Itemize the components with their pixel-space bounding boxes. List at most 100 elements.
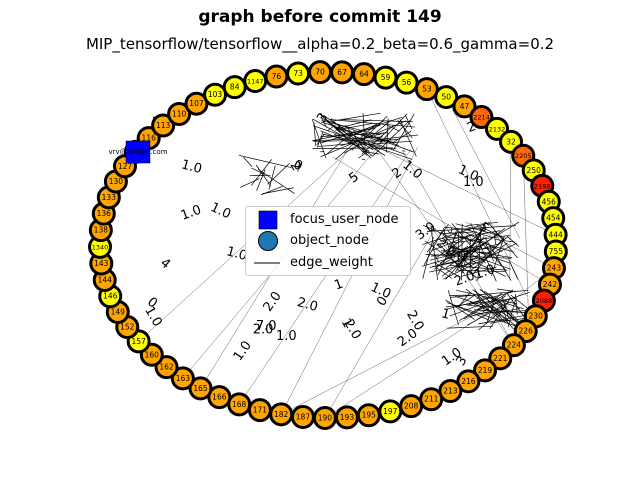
object-node-label: 47 xyxy=(460,102,470,111)
object-node: 73 xyxy=(286,61,311,86)
object-node: 171 xyxy=(247,398,272,423)
object-node: 84 xyxy=(222,75,247,100)
edge xyxy=(356,140,413,146)
edge xyxy=(456,289,518,305)
object-node: 168 xyxy=(227,392,252,417)
object-node-label: 2132 xyxy=(489,125,506,133)
edge xyxy=(441,250,490,253)
edge xyxy=(442,228,453,259)
edge xyxy=(344,141,365,154)
object-node-label: 162 xyxy=(159,363,174,372)
edge xyxy=(464,253,480,268)
object-node-circle xyxy=(488,346,513,371)
edge-weight-label: 1.0 xyxy=(180,157,204,177)
edge xyxy=(449,301,489,317)
object-node: 64 xyxy=(351,62,376,87)
edge xyxy=(440,230,501,242)
edge xyxy=(243,157,253,167)
edge xyxy=(240,178,260,188)
edge xyxy=(320,120,407,158)
chart-subtitle: MIP_tensorflow/tensorflow__alpha=0.2_bet… xyxy=(85,35,555,53)
edge xyxy=(430,227,439,281)
legend-item-focus-user-node: focus_user_node xyxy=(252,210,408,230)
object-node-circle xyxy=(434,85,459,110)
object-node: 103 xyxy=(203,82,228,107)
object-node-label: 242 xyxy=(543,280,558,289)
edge-weight-label: 1.0 xyxy=(141,304,164,329)
edge xyxy=(374,131,387,143)
edge xyxy=(485,237,512,281)
edge xyxy=(297,161,300,172)
object-node-label: 70 xyxy=(315,68,325,77)
edge xyxy=(469,236,485,258)
edge xyxy=(484,290,507,308)
edge xyxy=(437,230,458,275)
object-node-label: 152 xyxy=(120,323,135,332)
blue-square-icon xyxy=(258,210,278,230)
object-node-label: 76 xyxy=(272,72,282,81)
object-node-label: 250 xyxy=(527,166,542,175)
object-node-label: 136 xyxy=(97,209,112,218)
edge xyxy=(325,130,356,156)
object-node-label: 143 xyxy=(94,259,109,268)
object-node: 1147 xyxy=(243,69,268,94)
object-node: 182 xyxy=(269,402,294,427)
legend-item-object-node: object_node xyxy=(252,231,408,251)
object-node-label: 230 xyxy=(529,312,544,321)
object-node-label: 190 xyxy=(318,413,333,422)
edge xyxy=(336,119,372,130)
object-node-label: 221 xyxy=(493,354,508,363)
edge xyxy=(523,155,530,330)
edge xyxy=(433,262,460,278)
object-node-label: 193 xyxy=(340,413,355,422)
edge xyxy=(399,119,417,157)
edge xyxy=(433,253,440,263)
edge xyxy=(476,291,530,311)
edge-weight-label: 1.0 xyxy=(473,262,498,283)
edge xyxy=(267,162,290,185)
object-node-label: 130 xyxy=(109,177,124,186)
legend-label: focus_user_node xyxy=(290,212,399,227)
object-node: 195 xyxy=(356,403,381,428)
object-node-label: 444 xyxy=(548,230,563,239)
edge xyxy=(493,233,497,245)
edge-weight-label: 1.0 xyxy=(179,203,204,224)
object-node: 2214 xyxy=(469,105,494,130)
edge xyxy=(372,120,410,157)
object-node: 53 xyxy=(414,77,439,102)
edge xyxy=(455,223,503,237)
edge xyxy=(379,113,408,144)
edge xyxy=(489,223,518,259)
object-node-label: 84 xyxy=(230,83,240,92)
object-node-circle xyxy=(469,105,494,130)
edge xyxy=(466,221,499,226)
object-node-label: 187 xyxy=(296,412,311,421)
edge xyxy=(477,228,482,279)
edge-weight-label: 1.0 xyxy=(231,338,255,364)
blue-circle-icon xyxy=(258,231,278,251)
edge xyxy=(369,138,515,346)
edge xyxy=(316,133,325,146)
object-node-label: 133 xyxy=(102,193,117,202)
edge xyxy=(402,150,515,346)
edge-weight-label: 7.0 xyxy=(256,319,277,334)
edge xyxy=(402,150,406,152)
object-node-label: 32 xyxy=(506,137,516,146)
edge-weight-label: 1.0 xyxy=(463,175,484,190)
object-node-label: 2205 xyxy=(515,152,532,160)
edge xyxy=(499,307,521,313)
edge xyxy=(255,164,272,187)
object-node-label: 168 xyxy=(232,400,247,409)
edge xyxy=(515,294,518,315)
object-node-label: 116 xyxy=(142,134,157,143)
chart-title: graph before commit 149 xyxy=(198,7,442,27)
edge xyxy=(324,232,434,419)
object-node-circle xyxy=(456,369,481,394)
focus-user-node-marker xyxy=(125,140,151,164)
edge xyxy=(436,235,468,258)
edge xyxy=(494,239,516,243)
object-node-label: 2214 xyxy=(473,114,490,122)
edge xyxy=(405,115,413,130)
edge xyxy=(384,123,400,132)
edge-weight-label: 5 xyxy=(346,170,361,187)
